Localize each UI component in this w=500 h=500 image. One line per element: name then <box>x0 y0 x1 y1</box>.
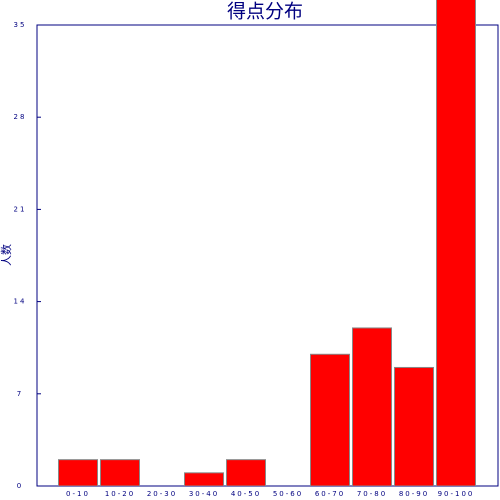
bar <box>310 353 350 486</box>
x-tick-label: 50-60 <box>273 490 303 498</box>
x-tick-label: 60-70 <box>315 490 345 498</box>
x-tick-label: 30-40 <box>189 490 219 498</box>
x-tick-label: 80-90 <box>399 490 429 498</box>
bar <box>184 472 224 486</box>
y-tick-label: 14 <box>14 298 27 306</box>
x-tick-label: 40-50 <box>231 490 261 498</box>
bar <box>226 459 266 486</box>
bar <box>100 459 140 486</box>
x-tick-label: 90-100 <box>438 490 475 498</box>
plot-frame <box>36 24 499 487</box>
y-axis-label: 人数 <box>0 244 13 266</box>
chart-title: 得点分布 <box>227 1 303 23</box>
y-tick-label: 28 <box>14 113 27 121</box>
x-tick-label: 10-20 <box>105 490 135 498</box>
bar <box>394 366 434 486</box>
y-tick-label: 21 <box>14 205 27 213</box>
y-tick-label: 35 <box>14 21 27 29</box>
y-tick-label: 0 <box>17 482 23 490</box>
x-tick-label: 70-80 <box>357 490 387 498</box>
bar <box>436 0 476 486</box>
x-tick-label: 20-30 <box>147 490 177 498</box>
bar <box>352 327 392 486</box>
x-tick-label: 0-10 <box>66 490 90 498</box>
bar <box>58 459 98 486</box>
y-tick-label: 7 <box>17 390 23 398</box>
